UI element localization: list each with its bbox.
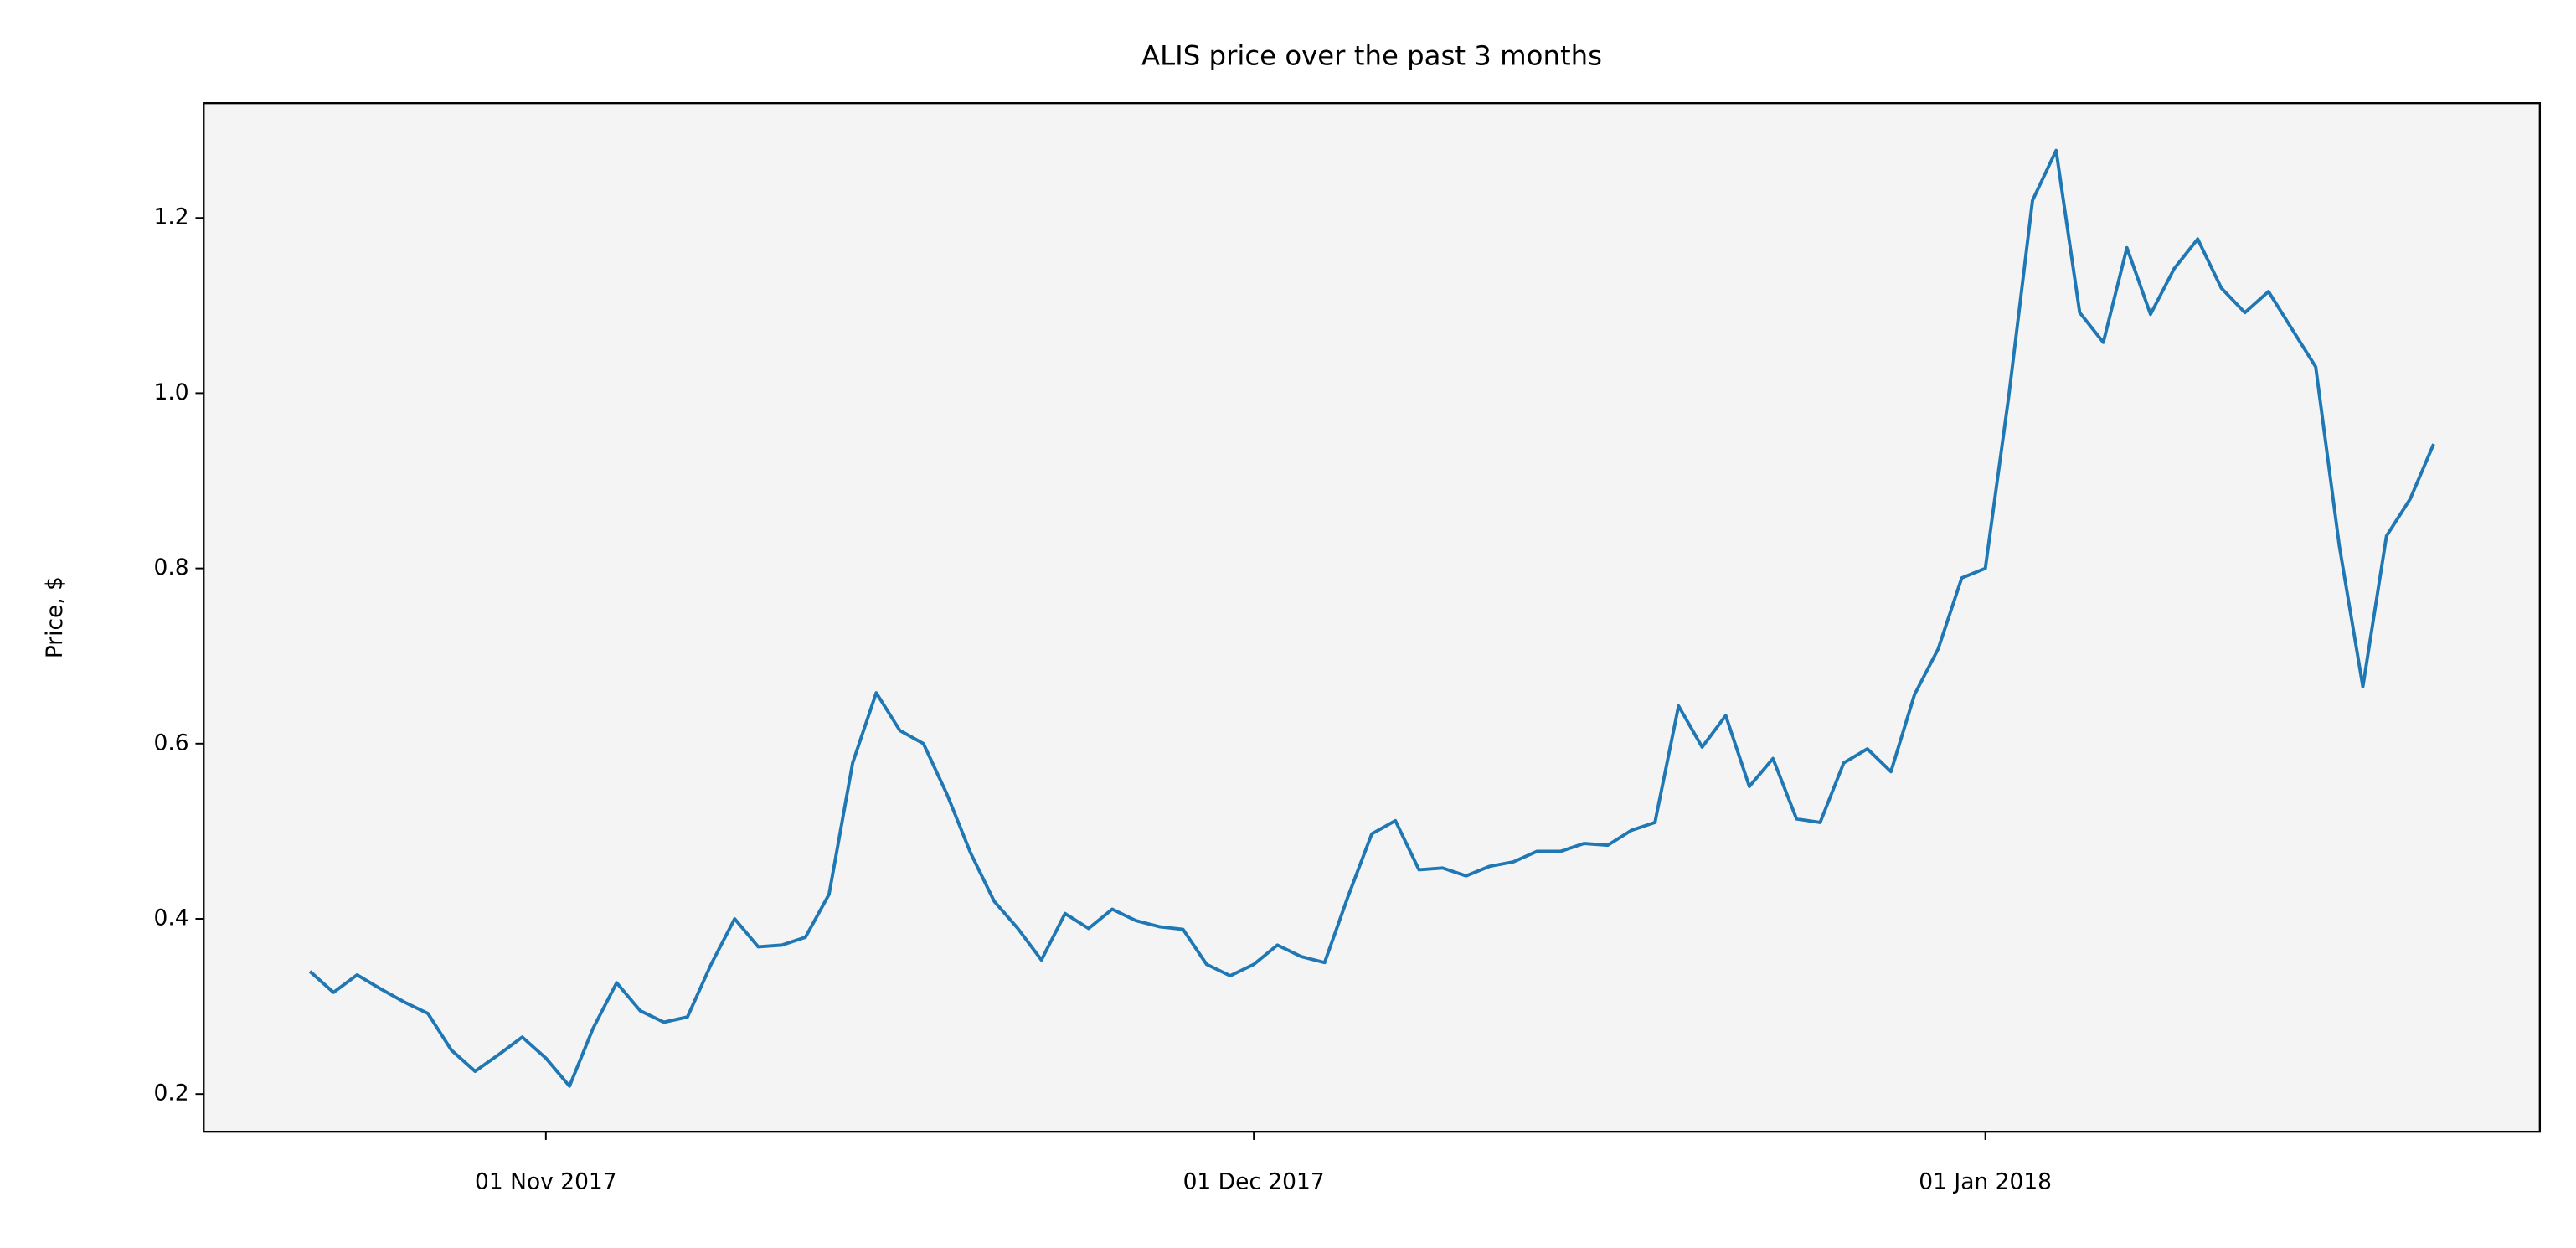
x-tick-label: 01 Nov 2017 [475, 1168, 617, 1194]
y-tick-label: 0.8 [153, 554, 188, 580]
y-axis-label: Price, $ [42, 576, 68, 658]
plot-frame [203, 102, 2542, 1133]
x-tick-label: 01 Jan 2018 [1919, 1168, 2052, 1194]
y-tick-label: 1.0 [153, 379, 188, 405]
plot-area [204, 103, 2540, 1132]
y-tick-label: 0.2 [153, 1080, 188, 1106]
y-tick-label: 0.6 [153, 730, 188, 756]
chart-title: ALIS price over the past 3 months [1141, 39, 1602, 71]
y-tick-label: 1.2 [153, 204, 188, 230]
y-tick-label: 0.4 [153, 905, 188, 931]
price-line [308, 148, 2435, 1088]
x-tick-label: 01 Dec 2017 [1183, 1168, 1325, 1194]
